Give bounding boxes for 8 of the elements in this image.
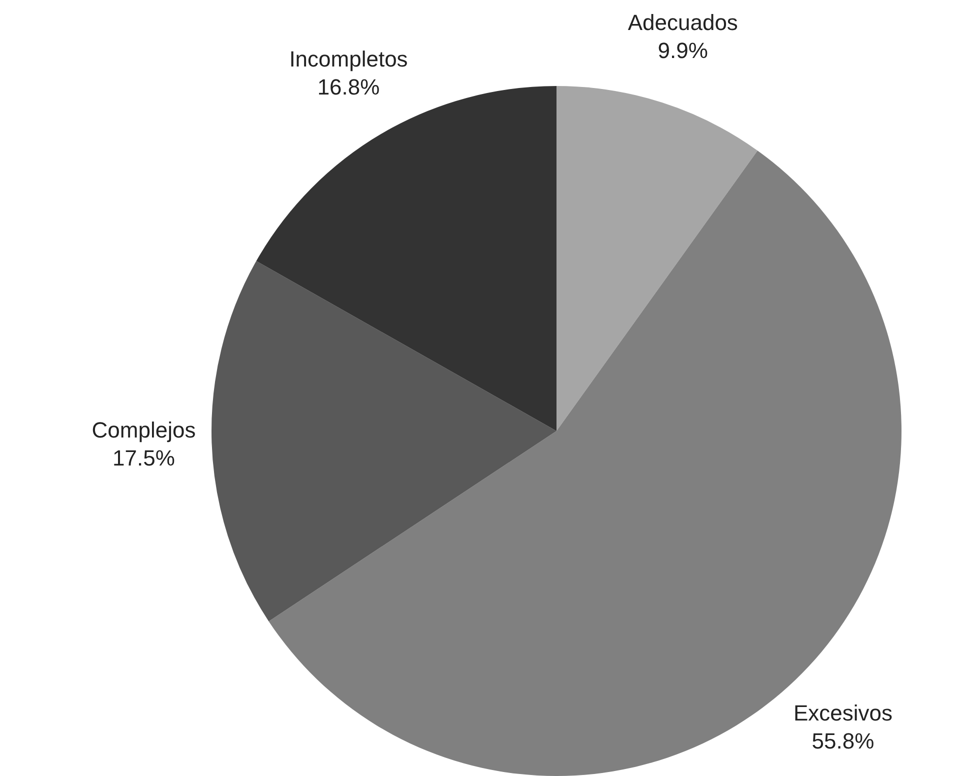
data-label: 9.9%: [658, 38, 708, 63]
data-label: 16.8%: [317, 74, 380, 100]
slice-label: Excesivos: [793, 700, 892, 726]
slice-label: Complejos: [92, 417, 196, 442]
data-label: 17.5%: [112, 445, 175, 470]
data-label: 55.8%: [812, 728, 874, 754]
slice-label: Adecuados: [628, 10, 738, 35]
slice-label: Incompletos: [289, 46, 408, 72]
